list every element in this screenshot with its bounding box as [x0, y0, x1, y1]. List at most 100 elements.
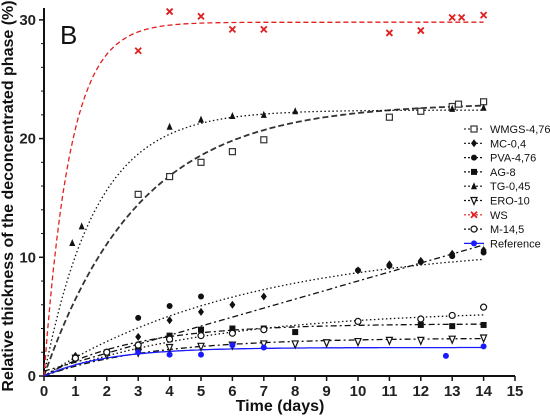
x-tick-label: 9: [322, 383, 330, 400]
data-point-M-14,5: [103, 348, 111, 356]
y-axis-title: Relative thickness of the deconcentrated…: [0, 0, 17, 391]
x-tick-label: 2: [103, 383, 111, 400]
legend-marker-WS: [470, 211, 478, 219]
legend-label-Reference: Reference: [490, 238, 541, 250]
data-point-AG-8: [480, 321, 487, 328]
data-point-TG-0,45: [166, 122, 173, 130]
x-marker-stroke: [260, 25, 268, 34]
data-point-TG-0,45: [480, 103, 487, 111]
fit-curve-MC-0,4: [43, 244, 484, 372]
data-point-Reference: [135, 349, 142, 356]
x-tick-label: 5: [197, 383, 205, 400]
x-tick-label: 10: [350, 383, 367, 400]
data-point-ERO-10: [259, 340, 268, 350]
data-point-WMGS-4,76: [260, 136, 268, 144]
data-point-PVA-4,76: [135, 314, 142, 321]
x-tick-label: 8: [291, 383, 299, 400]
legend-marker-PVA-4,76: [471, 154, 477, 161]
data-point-M-14,5: [71, 354, 80, 362]
data-point-TG-0,45: [260, 110, 267, 118]
data-point-AG-8: [229, 325, 236, 332]
data-point-WMGS-4,76: [166, 172, 174, 181]
legend-label-PVA-4,76: PVA-4,76: [490, 153, 536, 165]
legend-marker-MC-0,4: [471, 139, 477, 148]
data-point-ERO-10: [416, 336, 425, 346]
data-point-PVA-4,76: [355, 267, 361, 274]
data-point-WS: [457, 13, 466, 22]
x-marker-stroke: [134, 47, 142, 55]
x-tick-label: 14: [475, 383, 492, 400]
data-points: [69, 7, 488, 364]
data-point-ERO-10: [165, 343, 174, 354]
data-point-AG-8: [449, 323, 456, 330]
data-point-WMGS-4,76: [228, 148, 236, 156]
x-tick-label: 13: [444, 383, 461, 400]
data-point-MC-0,4: [229, 300, 236, 309]
data-point-TG-0,45: [292, 107, 299, 115]
data-point-MC-0,4: [198, 307, 204, 316]
panel-label: B: [60, 20, 77, 50]
data-point-MC-0,4: [135, 332, 142, 341]
data-point-WMGS-4,76: [454, 100, 463, 108]
legend-marker-Reference: [471, 240, 477, 247]
data-point-M-14,5: [134, 341, 142, 349]
data-point-PVA-4,76: [386, 262, 393, 269]
data-point-WS: [448, 13, 456, 22]
x-tick-label: 12: [412, 383, 429, 400]
data-point-M-14,5: [197, 332, 205, 340]
data-point-AG-8: [417, 321, 424, 328]
x-tick-label: 15: [507, 383, 524, 400]
data-point-WS: [417, 26, 425, 35]
data-point-M-14,5: [228, 329, 236, 337]
data-point-MC-0,4: [166, 316, 173, 325]
legend-label-TG-0,45: TG-0,45: [490, 181, 530, 193]
data-point-M-14,5: [448, 311, 456, 320]
data-point-WS: [479, 11, 488, 19]
x-axis-title: Time (days): [236, 398, 325, 415]
legend-marker-TG-0,45: [471, 182, 477, 190]
data-point-ERO-10: [291, 340, 300, 350]
fit-curve-M-14,5: [43, 314, 484, 377]
legend-label-WMGS-4,76: WMGS-4,76: [490, 124, 550, 136]
legend-label-MC-0,4: MC-0,4: [490, 138, 526, 150]
data-point-WS: [385, 29, 394, 37]
legend-marker-AG-8: [471, 168, 477, 175]
data-point-M-14,5: [354, 317, 362, 325]
x-tick-label: 7: [260, 383, 268, 400]
data-point-ERO-10: [197, 342, 205, 352]
data-point-ERO-10: [322, 339, 331, 349]
data-point-ERO-10: [354, 337, 362, 348]
data-point-TG-0,45: [229, 112, 236, 120]
data-point-PVA-4,76: [198, 293, 204, 300]
data-point-WS: [197, 12, 205, 20]
legend-label-M-14,5: M-14,5: [490, 224, 524, 236]
x-marker-stroke: [385, 29, 394, 37]
legend-label-AG-8: AG-8: [490, 167, 516, 179]
data-point-AG-8: [198, 326, 204, 333]
x-marker-stroke: [197, 12, 205, 20]
data-point-WMGS-4,76: [417, 107, 425, 115]
legend-label-WS: WS: [490, 210, 508, 222]
legend-marker-ERO-10: [470, 196, 478, 207]
x-marker-stroke: [448, 13, 456, 22]
data-point-Reference: [442, 352, 449, 359]
x-tick-label: 3: [134, 383, 142, 400]
data-point-M-14,5: [260, 326, 268, 334]
data-point-AG-8: [292, 329, 299, 336]
data-point-PVA-4,76: [449, 253, 456, 260]
data-point-ERO-10: [479, 334, 488, 344]
data-point-TG-0,45: [78, 222, 85, 230]
legend: WMGS-4,76 MC-0,4 PVA-4,76 AG-8 TG-0,45 ERO-10…: [464, 124, 550, 250]
x-tick-label: 4: [165, 383, 174, 400]
data-point-PVA-4,76: [166, 302, 173, 309]
data-point-WS: [260, 25, 268, 34]
x-marker-stroke: [479, 11, 488, 19]
x-marker-stroke: [457, 13, 466, 22]
fit-curve-PVA-4,76: [43, 258, 484, 377]
data-point-TG-0,45: [198, 115, 204, 123]
data-point-M-14,5: [417, 315, 425, 323]
data-point-PVA-4,76: [417, 259, 424, 266]
fit-curve-WS: [43, 21, 484, 377]
